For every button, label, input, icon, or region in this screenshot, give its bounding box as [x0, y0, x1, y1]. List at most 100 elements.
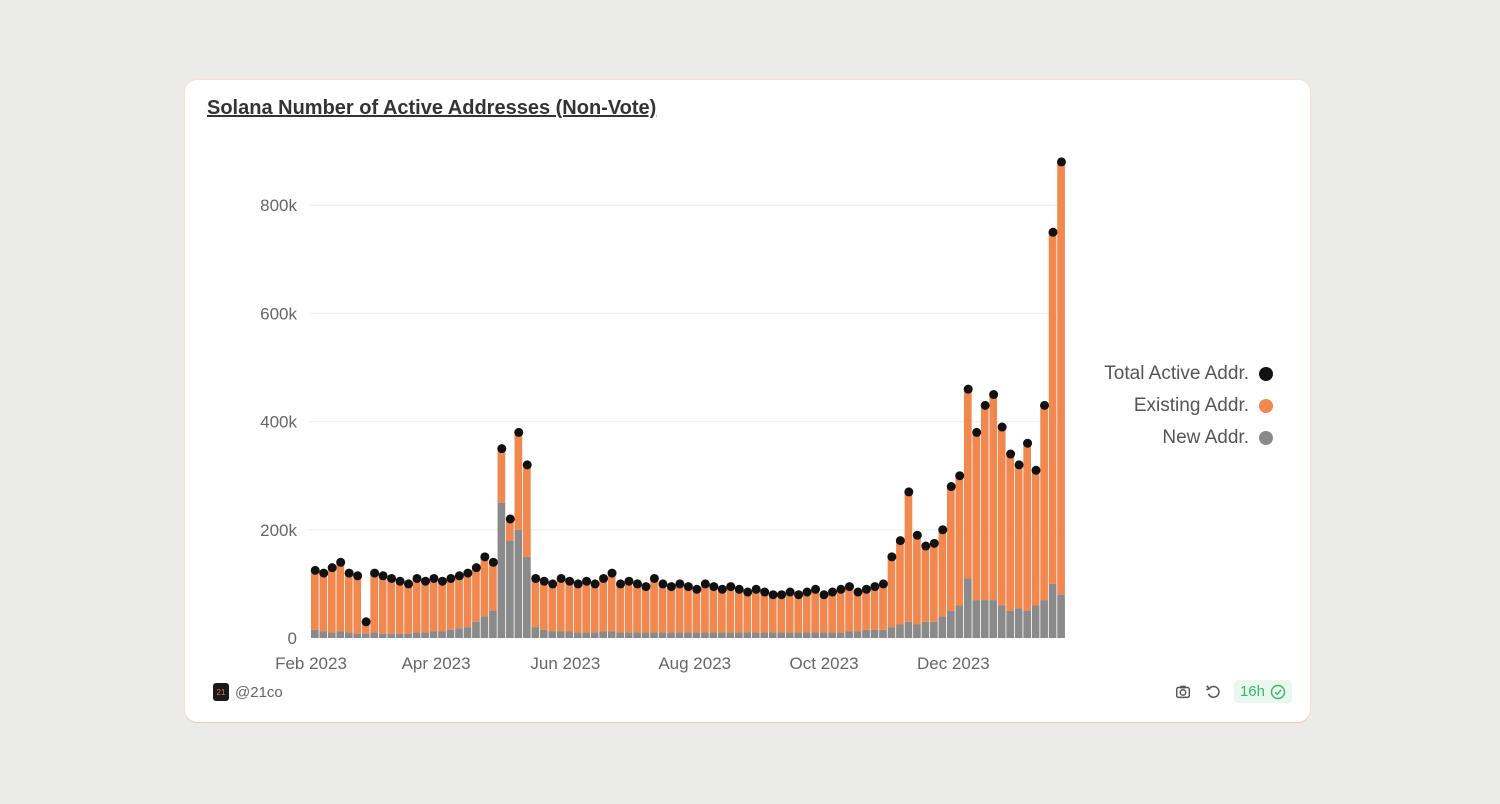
bar-existing [599, 578, 607, 632]
point-total [887, 552, 897, 562]
point-total [429, 573, 439, 583]
point-total [446, 573, 456, 583]
bar-existing [438, 581, 446, 632]
check-circle-icon [1270, 684, 1286, 699]
point-total [395, 576, 405, 586]
camera-icon[interactable] [1174, 683, 1192, 701]
x-tick-label: Apr 2023 [402, 654, 471, 673]
point-total [556, 573, 566, 583]
bar-existing [811, 589, 819, 633]
bar-new [658, 632, 667, 638]
bar-new [862, 629, 870, 638]
bar-existing [980, 405, 989, 601]
point-total [794, 590, 804, 600]
bar-existing [1006, 454, 1015, 611]
bar-existing [582, 581, 591, 633]
point-total [327, 563, 337, 573]
bar-new [455, 628, 463, 638]
bar-existing [938, 529, 947, 617]
bar-new [777, 632, 786, 638]
point-total [505, 514, 515, 524]
bar-existing [989, 394, 998, 601]
bar-existing [455, 575, 463, 629]
point-total [785, 587, 795, 597]
freshness-badge[interactable]: 16h [1233, 680, 1292, 703]
bar-existing [573, 583, 582, 633]
bar-existing [777, 594, 786, 633]
point-total [726, 582, 736, 592]
point-total [387, 573, 397, 583]
point-total [828, 587, 838, 597]
bar-existing [667, 586, 675, 633]
bar-existing [565, 581, 574, 632]
bar-new [938, 616, 947, 638]
bar-existing [633, 583, 641, 633]
legend-item-total[interactable]: Total Active Addr. [1085, 358, 1273, 390]
point-total [463, 568, 473, 578]
bar-new [896, 624, 904, 638]
bar-existing [1031, 470, 1040, 606]
point-total [980, 400, 990, 410]
bar-new [421, 632, 429, 638]
bar-existing [327, 567, 336, 633]
legend-item-existing[interactable]: Existing Addr. [1085, 390, 1273, 422]
bar-new [344, 632, 353, 638]
point-total [751, 584, 761, 594]
bar-new [735, 632, 743, 638]
point-total [471, 563, 481, 573]
bar-new [531, 627, 540, 638]
bar-existing [539, 581, 548, 630]
point-total [531, 573, 541, 583]
bar-new [904, 621, 913, 638]
bar-existing [853, 592, 862, 632]
bar-existing [616, 583, 624, 633]
point-total [378, 571, 388, 581]
bar-existing [743, 592, 752, 633]
bar-new [921, 621, 930, 638]
bar-existing [523, 464, 531, 557]
bar-new [582, 632, 591, 638]
bar-new [836, 632, 845, 638]
bar-existing [1057, 161, 1065, 595]
x-tick-label: Jun 2023 [530, 654, 600, 673]
bar-new [641, 632, 650, 638]
bar-existing [997, 427, 1006, 606]
bar-existing [658, 583, 667, 633]
point-total [548, 579, 558, 589]
point-total [819, 590, 829, 600]
point-total [844, 582, 854, 592]
bar-new [828, 632, 836, 638]
author-link[interactable]: 21 @21co [213, 683, 283, 701]
refresh-icon[interactable] [1204, 683, 1222, 701]
bar-new [497, 502, 506, 638]
y-tick-label: 0 [288, 629, 297, 648]
point-total [565, 576, 575, 586]
bar-new [429, 631, 438, 638]
bar-existing [751, 589, 760, 633]
bar-existing [506, 518, 514, 541]
bar-new [853, 631, 862, 638]
bar-new [870, 629, 879, 638]
legend-item-new[interactable]: New Addr. [1085, 422, 1273, 454]
bar-new [1048, 583, 1057, 638]
y-tick-label: 800k [260, 196, 297, 215]
point-total [607, 568, 617, 578]
point-total [921, 541, 931, 551]
bar-existing [709, 586, 718, 633]
chart-title[interactable]: Solana Number of Active Addresses (Non-V… [207, 97, 657, 119]
bar-new [1057, 594, 1065, 638]
bar-existing [353, 575, 362, 634]
bar-existing [1023, 443, 1031, 611]
legend-dot-new [1259, 431, 1273, 445]
point-total [1056, 157, 1066, 167]
x-tick-label: Aug 2023 [658, 654, 731, 673]
bar-new [480, 616, 489, 638]
bar-new [311, 629, 319, 638]
bar-existing [497, 448, 506, 503]
point-total [319, 568, 329, 578]
bar-new [565, 631, 574, 638]
bar-existing [1040, 405, 1048, 601]
bar-existing [930, 543, 938, 622]
bar-existing [963, 389, 972, 579]
bar-existing [472, 567, 480, 622]
